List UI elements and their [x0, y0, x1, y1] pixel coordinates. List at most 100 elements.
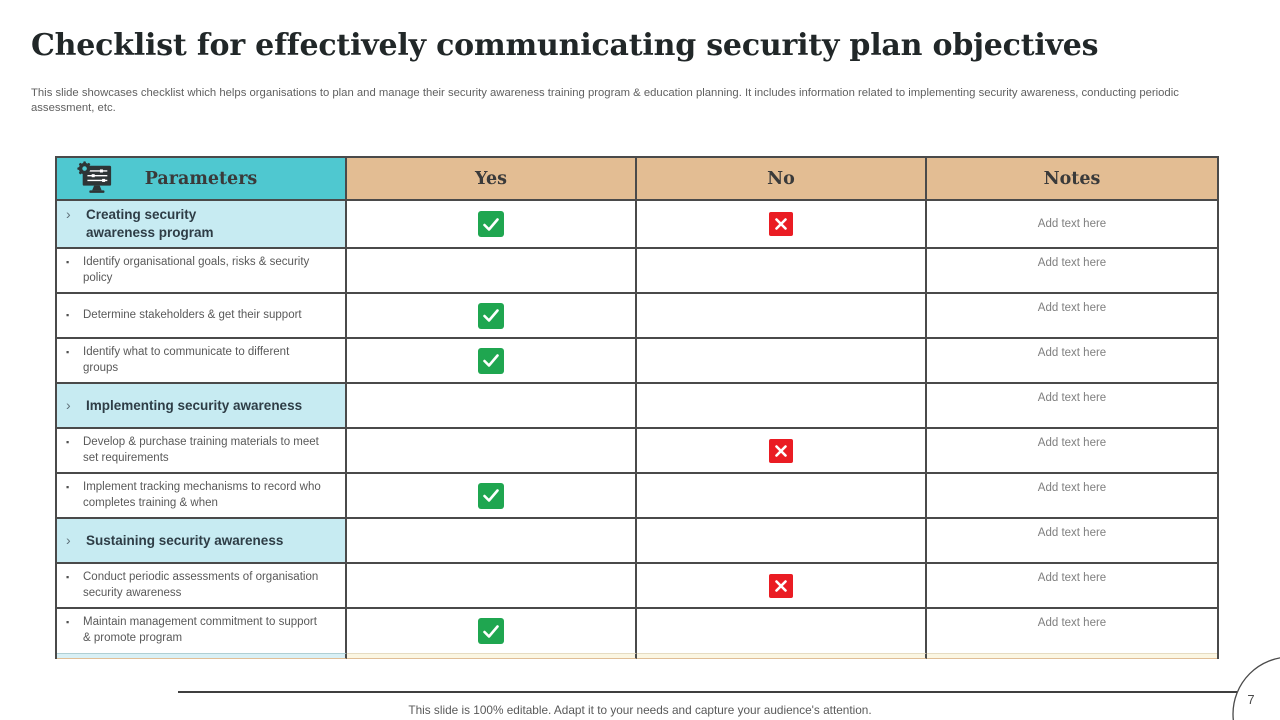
- table-header-row: Parameters Yes No Notes: [57, 158, 1217, 201]
- no-cell[interactable]: [637, 384, 927, 429]
- no-header-label: No: [767, 168, 795, 189]
- parameters-header-cell: Parameters: [57, 158, 347, 201]
- no-cell[interactable]: [637, 474, 927, 519]
- clipped-cell: [637, 653, 927, 659]
- parameter-label: Determine stakeholders & get their suppo…: [83, 308, 302, 321]
- notes-cell[interactable]: Add text here: [927, 474, 1217, 519]
- yes-cell[interactable]: [347, 339, 637, 384]
- chevron-bullet-icon: ›: [66, 206, 71, 223]
- checklist-table: Parameters Yes No Notes › Creating secur…: [55, 156, 1219, 659]
- table-row: ▪ Maintain management commitment to supp…: [57, 609, 1217, 653]
- no-cell[interactable]: [637, 339, 927, 384]
- notes-placeholder: Add text here: [1037, 392, 1107, 404]
- check-icon: [478, 347, 504, 374]
- parameter-cell[interactable]: ▪ Identify what to communicate to differ…: [57, 339, 347, 384]
- square-bullet-icon: ▪: [66, 436, 70, 447]
- square-bullet-icon: ▪: [66, 617, 70, 628]
- notes-cell[interactable]: Add text here: [927, 564, 1217, 609]
- chevron-bullet-icon: ›: [66, 531, 71, 548]
- no-cell[interactable]: [637, 249, 927, 294]
- yes-cell[interactable]: [347, 201, 637, 249]
- no-cell[interactable]: [637, 201, 927, 249]
- no-cell[interactable]: [637, 429, 927, 474]
- square-bullet-icon: ▪: [66, 481, 70, 492]
- square-bullet-icon: ▪: [66, 256, 70, 267]
- footer-note: This slide is 100% editable. Adapt it to…: [408, 703, 872, 717]
- parameter-label: Identify organisational goals, risks & s…: [83, 255, 310, 284]
- square-bullet-icon: ▪: [66, 346, 70, 357]
- notes-cell[interactable]: Add text here: [927, 519, 1217, 564]
- no-cell[interactable]: [637, 564, 927, 609]
- parameter-cell[interactable]: ▪ Identify organisational goals, risks &…: [57, 249, 347, 294]
- parameter-label: Sustaining security awareness: [86, 532, 284, 548]
- notes-cell[interactable]: Add text here: [927, 339, 1217, 384]
- parameter-cell[interactable]: › Creating security awareness program: [57, 201, 347, 249]
- parameter-cell[interactable]: › Implementing security awareness: [57, 384, 347, 429]
- notes-placeholder: Add text here: [1037, 527, 1107, 539]
- check-icon: [478, 482, 504, 509]
- yes-cell[interactable]: [347, 294, 637, 339]
- parameter-label: Maintain management commitment to suppor…: [83, 616, 317, 644]
- no-cell[interactable]: [637, 294, 927, 339]
- clipped-cell: [927, 653, 1217, 659]
- notes-placeholder: Add text here: [1037, 572, 1107, 584]
- yes-cell[interactable]: [347, 519, 637, 564]
- table-row: ▪ Identify organisational goals, risks &…: [57, 249, 1217, 294]
- notes-header-cell: Notes: [927, 158, 1217, 201]
- yes-cell[interactable]: [347, 474, 637, 519]
- parameter-label: Implementing security awareness: [86, 397, 303, 413]
- table-row: › Sustaining security awareness Add text…: [57, 519, 1217, 564]
- check-icon: [478, 302, 504, 329]
- notes-cell[interactable]: Add text here: [927, 294, 1217, 339]
- notes-placeholder: Add text here: [1037, 302, 1107, 314]
- check-icon: [478, 618, 504, 644]
- yes-cell[interactable]: [347, 609, 637, 653]
- notes-placeholder: Add text here: [1037, 617, 1107, 629]
- monitor-settings-icon: [74, 160, 116, 197]
- table-row: › Implementing security awareness Add te…: [57, 384, 1217, 429]
- page-number: 7: [1247, 692, 1255, 707]
- yes-header-label: Yes: [475, 168, 507, 189]
- notes-placeholder: Add text here: [1037, 257, 1107, 269]
- parameter-cell[interactable]: › Sustaining security awareness: [57, 519, 347, 564]
- square-bullet-icon: ▪: [66, 571, 70, 582]
- cross-icon: [769, 212, 793, 236]
- yes-cell[interactable]: [347, 564, 637, 609]
- notes-cell[interactable]: Add text here: [927, 384, 1217, 429]
- notes-header-label: Notes: [1043, 168, 1101, 189]
- square-bullet-icon: ▪: [66, 309, 70, 320]
- notes-placeholder: Add text here: [1037, 437, 1107, 449]
- table-row: ▪ Develop & purchase training materials …: [57, 429, 1217, 474]
- page-title: Checklist for effectively communicating …: [31, 28, 1099, 63]
- table-row: ▪ Identify what to communicate to differ…: [57, 339, 1217, 384]
- parameter-cell[interactable]: ▪ Conduct periodic assessments of organi…: [57, 564, 347, 609]
- yes-header-cell: Yes: [347, 158, 637, 201]
- yes-cell[interactable]: [347, 249, 637, 294]
- parameters-header-label: Parameters: [144, 168, 258, 189]
- footer-divider: [178, 691, 1237, 693]
- notes-cell[interactable]: Add text here: [927, 201, 1217, 249]
- no-header-cell: No: [637, 158, 927, 201]
- clipped-cell: [347, 653, 637, 659]
- parameter-cell[interactable]: ▪ Implement tracking mechanisms to recor…: [57, 474, 347, 519]
- parameter-cell[interactable]: ▪ Maintain management commitment to supp…: [57, 609, 347, 653]
- table-row: ▪ Conduct periodic assessments of organi…: [57, 564, 1217, 609]
- parameter-label: Creating security awareness program: [86, 207, 214, 240]
- notes-cell[interactable]: Add text here: [927, 249, 1217, 294]
- table-row: ▪ Determine stakeholders & get their sup…: [57, 294, 1217, 339]
- yes-cell[interactable]: [347, 429, 637, 474]
- no-cell[interactable]: [637, 609, 927, 653]
- notes-placeholder: Add text here: [1037, 218, 1107, 230]
- no-cell[interactable]: [637, 519, 927, 564]
- parameter-label: Conduct periodic assessments of organisa…: [83, 570, 319, 599]
- parameter-cell[interactable]: ▪ Determine stakeholders & get their sup…: [57, 294, 347, 339]
- table-row: ▪ Implement tracking mechanisms to recor…: [57, 474, 1217, 519]
- clipped-cell: [57, 653, 347, 659]
- notes-cell[interactable]: Add text here: [927, 609, 1217, 653]
- parameter-cell[interactable]: ▪ Develop & purchase training materials …: [57, 429, 347, 474]
- yes-cell[interactable]: [347, 384, 637, 429]
- notes-cell[interactable]: Add text here: [927, 429, 1217, 474]
- parameter-label: Identify what to communicate to differen…: [83, 345, 290, 374]
- notes-placeholder: Add text here: [1037, 347, 1107, 359]
